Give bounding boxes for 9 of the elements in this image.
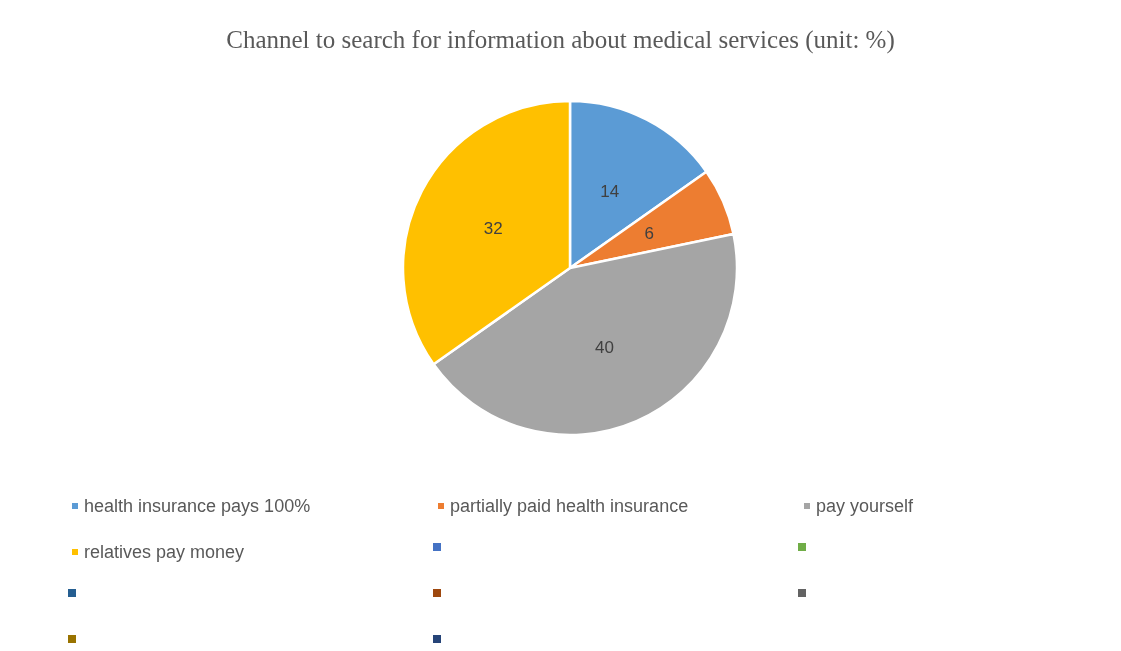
data-label: 40	[595, 337, 614, 357]
legend-label: pay yourself	[816, 496, 915, 516]
legend-label: health insurance pays 100%	[84, 496, 311, 516]
legend-label: partially paid health insurance	[450, 496, 689, 516]
legend-label: relatives pay money	[84, 542, 245, 562]
data-label: 32	[483, 218, 503, 238]
chart-title: Channel to search for information about medical services (unit: %)	[226, 26, 895, 54]
data-label: 6	[644, 224, 655, 244]
data-label: 14	[600, 181, 620, 201]
